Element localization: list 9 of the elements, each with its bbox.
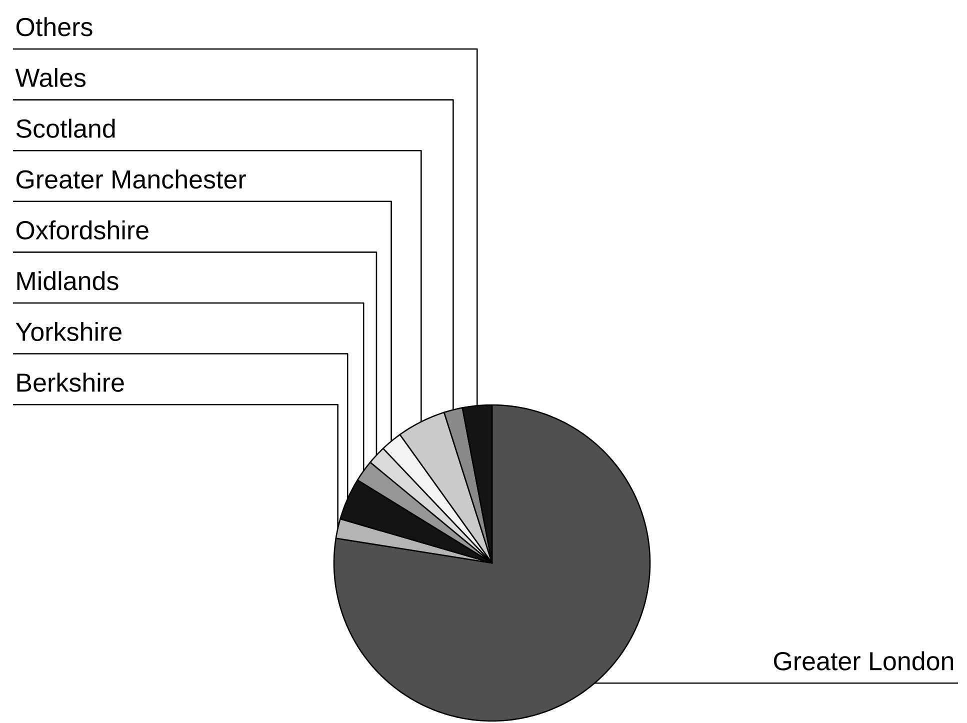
slice-label: Berkshire: [17, 372, 124, 392]
slice-label: Greater Manchester: [16, 170, 246, 189]
slice-label: Others: [16, 17, 92, 36]
slice-label: Greater London: [774, 651, 954, 670]
slice-label: Oxfordshire: [16, 220, 148, 240]
slice-label: Wales: [15, 68, 86, 88]
slice-label: Scotland: [16, 118, 115, 138]
slice-label: Midlands: [17, 271, 118, 290]
slice-label: Yorkshire: [16, 322, 122, 342]
